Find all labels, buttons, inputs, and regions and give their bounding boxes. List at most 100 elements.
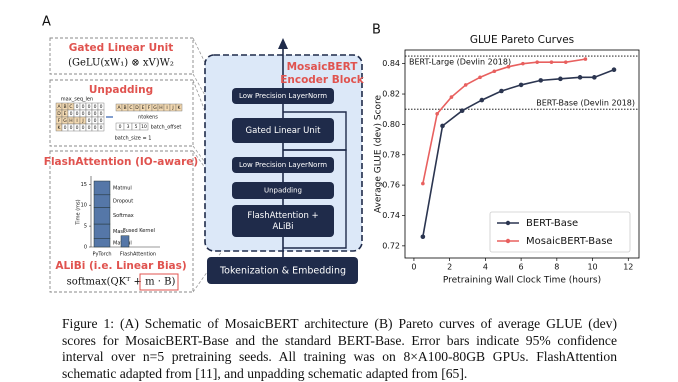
token-text: 0 — [100, 104, 103, 110]
bar-segment — [93, 223, 111, 239]
token-cell — [175, 103, 183, 112]
figure: A Gated Linear Unit (GeLU(xW₁) ⊗ xV)W₂ Unpa… — [42, 15, 640, 293]
x-tick-label: 8 — [554, 263, 559, 272]
residual — [283, 111, 347, 151]
layer-label: FlashAttention + — [247, 211, 318, 221]
token-text: G — [63, 118, 67, 124]
legend-label: BERT-Base — [526, 218, 578, 229]
token-text: I — [76, 118, 77, 124]
panel-label: A — [42, 15, 51, 30]
layer-box — [232, 118, 334, 143]
bar-segment — [93, 238, 111, 248]
token-text: D — [135, 105, 139, 111]
token-cell — [97, 123, 105, 132]
x-tick-label: 4 — [483, 263, 488, 272]
token-text: A — [57, 104, 61, 110]
small-label: max_seq_len — [61, 97, 93, 103]
y-tick-label: 0.76 — [382, 181, 400, 190]
token-text: 0 — [94, 111, 97, 117]
formula: softmax(QKᵀ + m · B) — [67, 277, 176, 288]
legend-label: MosaicBERT-Base — [526, 236, 613, 247]
layer-label: Low Precision LayerNorm — [239, 92, 327, 100]
module-title: ALiBi (i.e. Linear Bias) — [55, 260, 186, 272]
layer-label: Unpadding — [264, 187, 302, 195]
token-text: 0 — [82, 104, 85, 110]
bar-segment — [93, 180, 111, 196]
axis-label: Time (ms) — [76, 199, 82, 225]
x-tick-label: 10 — [587, 263, 597, 272]
token-text: 0 — [76, 104, 79, 110]
small-label: ntokens — [138, 115, 158, 121]
point — [435, 111, 439, 116]
token-text: 0 — [94, 104, 97, 110]
token-text: C — [69, 104, 72, 110]
token-text: B — [63, 104, 66, 110]
y-tick-label: 0.78 — [382, 150, 400, 159]
point — [563, 60, 568, 64]
layer-label: Low Precision LayerNorm — [239, 161, 327, 169]
token-text: J — [171, 105, 173, 111]
offset-text: 0 — [119, 124, 122, 130]
point — [499, 88, 504, 94]
caption: Figure 1: (A) Schematic of MosaicBERT ar… — [62, 316, 617, 381]
panel-label: B — [372, 23, 381, 38]
point — [521, 61, 525, 66]
bar-label: PyTorch — [92, 252, 111, 258]
embedding-box — [207, 257, 358, 284]
module-title: Unpadding — [89, 84, 153, 96]
token-text: 0 — [94, 125, 97, 131]
formula: (GeLU(xW₁) ⊗ xV)W₂ — [68, 58, 174, 69]
point — [420, 234, 426, 240]
reference-label: BERT-Large (Devlin 2018) — [409, 58, 511, 67]
tick-label: 0 — [84, 245, 87, 251]
legend-marker — [505, 220, 511, 226]
token-text: 0 — [88, 111, 91, 117]
segment-label: Dropout — [113, 199, 133, 205]
segment-label: Fused Kernel — [123, 228, 155, 234]
legend-box — [489, 211, 631, 253]
point — [479, 97, 485, 103]
point — [459, 108, 465, 114]
token-text: 0 — [100, 125, 103, 131]
layer-label: ALiBi — [272, 222, 293, 232]
bar-label: FlashAttention — [120, 252, 156, 258]
token-text: 0 — [94, 118, 97, 124]
module-title: FlashAttention (IO-aware) — [44, 156, 198, 168]
token-text: 0 — [70, 111, 73, 117]
arrow-head — [278, 38, 288, 49]
token-text: F — [148, 105, 151, 111]
tick-label: 15 — [81, 182, 87, 188]
module-box — [49, 79, 194, 147]
y-tick-label: 0.74 — [382, 211, 400, 220]
token-text: A — [117, 105, 121, 111]
token-text: E — [64, 111, 67, 117]
point — [549, 60, 554, 64]
bar-segment — [93, 207, 111, 225]
token-text: G — [153, 105, 157, 111]
point — [506, 64, 511, 69]
layer-box — [232, 88, 334, 104]
token-text: 0 — [88, 125, 91, 131]
x-tick-label: 6 — [519, 263, 524, 272]
embedding-label: Tokenization & Embedding — [219, 266, 346, 277]
point — [535, 60, 539, 64]
module-title: Gated Linear Unit — [69, 42, 173, 54]
layer-label: Gated Linear Unit — [246, 126, 322, 136]
token-text: J — [81, 118, 83, 124]
tick-label: 5 — [84, 224, 87, 230]
token-text: 0 — [64, 125, 67, 131]
offset-text: 3 — [127, 124, 130, 130]
point — [592, 75, 597, 80]
token-text: C — [129, 105, 132, 111]
token-text: K — [178, 105, 182, 111]
layer-box — [232, 157, 334, 173]
legend-marker — [505, 238, 511, 244]
token-text: 0 — [88, 104, 91, 110]
token-text: I — [166, 105, 167, 111]
token-text: 0 — [82, 111, 85, 117]
token-text: D — [57, 111, 61, 117]
point — [478, 75, 482, 80]
bar-segment — [120, 235, 130, 248]
y-tick-label: 0.82 — [382, 90, 400, 99]
